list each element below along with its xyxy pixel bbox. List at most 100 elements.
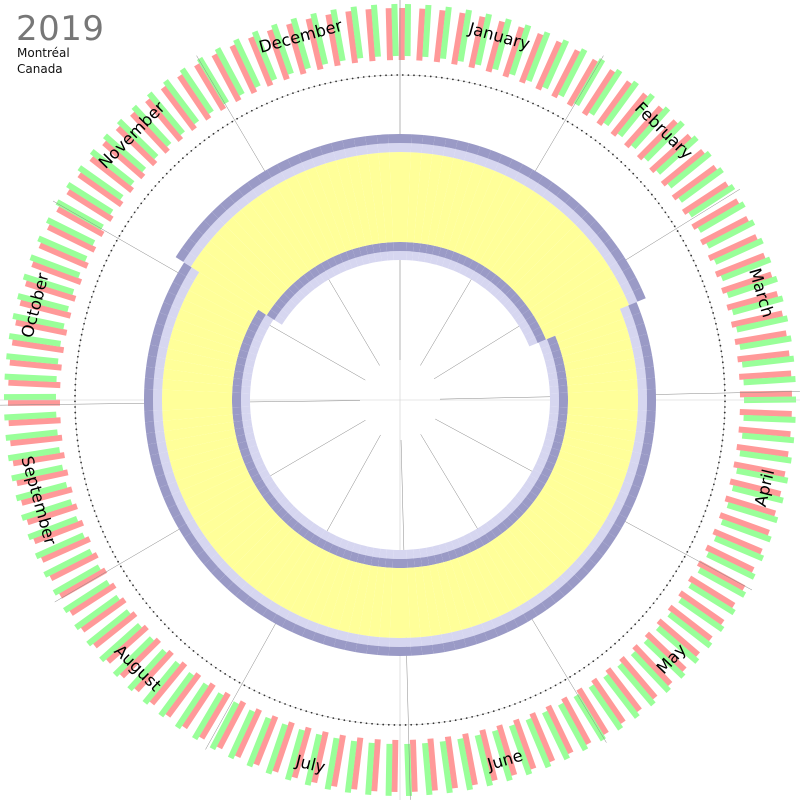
outer-twilight-band: [552, 575, 567, 590]
day-dot: [77, 445, 80, 447]
inner-twilight-band: [248, 445, 260, 455]
daylight-bar-green: [588, 68, 623, 116]
daylight-bar-red: [591, 677, 626, 724]
day-dot: [385, 74, 387, 77]
day-dot: [721, 361, 724, 364]
daylight-bar-green: [678, 167, 724, 203]
outer-twilight-band: [233, 575, 248, 590]
inner-night-band: [441, 551, 451, 563]
outer-twilight-band: [533, 183, 548, 197]
outer-twilight-band: [183, 252, 197, 267]
inner-twilight-band: [469, 529, 480, 542]
outer-twilight-band: [494, 162, 509, 176]
daylight-bar-green: [142, 660, 181, 705]
daylight-band: [368, 566, 386, 638]
day-bar-pair: [365, 4, 381, 62]
inner-twilight-band: [304, 281, 315, 293]
daylight-band: [501, 210, 568, 284]
daylight-band: [170, 443, 240, 472]
outer-twilight-band: [176, 285, 189, 300]
inner-twilight-band: [253, 332, 265, 343]
inner-night-band: [266, 309, 278, 320]
daylight-bar-green: [4, 373, 57, 383]
inner-twilight-band: [285, 299, 297, 311]
daylight-band: [176, 457, 245, 492]
day-dot: [632, 172, 635, 175]
day-dot: [245, 112, 248, 115]
daylight-bar-green: [174, 682, 209, 730]
day-dot: [74, 411, 77, 414]
outer-night-band: [281, 619, 296, 633]
day-dot: [718, 461, 720, 464]
day-bar-pair: [687, 575, 736, 616]
inner-night-band: [262, 491, 274, 503]
outer-twilight-band: [203, 226, 218, 241]
inner-night-band: [556, 370, 567, 380]
inner-twilight-band: [451, 538, 461, 550]
outer-twilight-band: [344, 146, 357, 158]
day-dot: [165, 172, 168, 175]
day-bar-pair: [209, 700, 247, 751]
outer-twilight-band: [197, 536, 212, 551]
outer-twilight-band: [637, 389, 647, 400]
daylight-band: [533, 496, 595, 545]
day-dot: [127, 220, 130, 223]
day-dot: [94, 285, 97, 288]
day-bar-pair: [525, 712, 556, 769]
inner-night-band: [532, 327, 544, 338]
outer-twilight-band: [626, 325, 639, 339]
day-dot: [393, 724, 396, 726]
day-dot: [599, 142, 601, 145]
day-dot: [519, 701, 522, 703]
outer-night-band: [635, 323, 648, 337]
outer-night-band: [556, 188, 571, 204]
day-dot: [578, 670, 581, 672]
inner-night-band: [485, 530, 497, 542]
daylight-bar-red: [92, 611, 138, 649]
inner-twilight-band: [457, 535, 468, 547]
day-dot: [382, 723, 385, 726]
inner-twilight-band: [244, 432, 256, 442]
daylight-bar-red: [485, 20, 506, 73]
day-dot: [701, 280, 704, 283]
day-dot: [681, 560, 683, 563]
inner-twilight-band: [544, 432, 556, 442]
daylight-bar-green: [475, 13, 492, 66]
outer-night-band: [178, 523, 192, 538]
day-dot: [691, 541, 694, 543]
day-dot: [74, 389, 77, 392]
daylight-bar-green: [29, 254, 81, 279]
day-dot: [99, 525, 102, 528]
day-dot: [624, 164, 627, 167]
day-bar-pair: [385, 3, 399, 61]
day-dot: [281, 96, 284, 98]
inner-night-band: [335, 546, 346, 558]
day-dot: [130, 216, 133, 218]
daylight-bar-red: [733, 461, 786, 478]
inner-night-band: [342, 549, 353, 561]
outer-night-band: [574, 566, 589, 582]
outer-night-band: [518, 164, 533, 178]
inner-night-band: [495, 278, 507, 291]
inner-twilight-band: [432, 544, 442, 556]
outer-night-band: [644, 421, 656, 434]
country-label: Canada: [17, 62, 63, 76]
outer-night-band: [323, 635, 337, 648]
daylight-band: [167, 338, 238, 364]
inner-night-band: [419, 243, 428, 254]
day-dot: [661, 206, 664, 209]
day-dot: [656, 597, 658, 600]
inner-night-band: [339, 251, 350, 263]
inner-twilight-band: [294, 290, 306, 302]
day-dot: [622, 635, 625, 638]
inner-twilight-band: [248, 345, 260, 355]
daylight-bar-green: [643, 638, 686, 679]
daylight-bar-green: [179, 67, 214, 115]
outer-twilight-band: [575, 218, 590, 233]
inner-twilight-band: [514, 491, 527, 503]
inner-twilight-band: [273, 491, 286, 503]
outer-night-band: [218, 574, 234, 589]
day-dot: [329, 81, 332, 84]
inner-twilight-band: [436, 256, 445, 267]
day-bar-pair: [671, 164, 724, 203]
